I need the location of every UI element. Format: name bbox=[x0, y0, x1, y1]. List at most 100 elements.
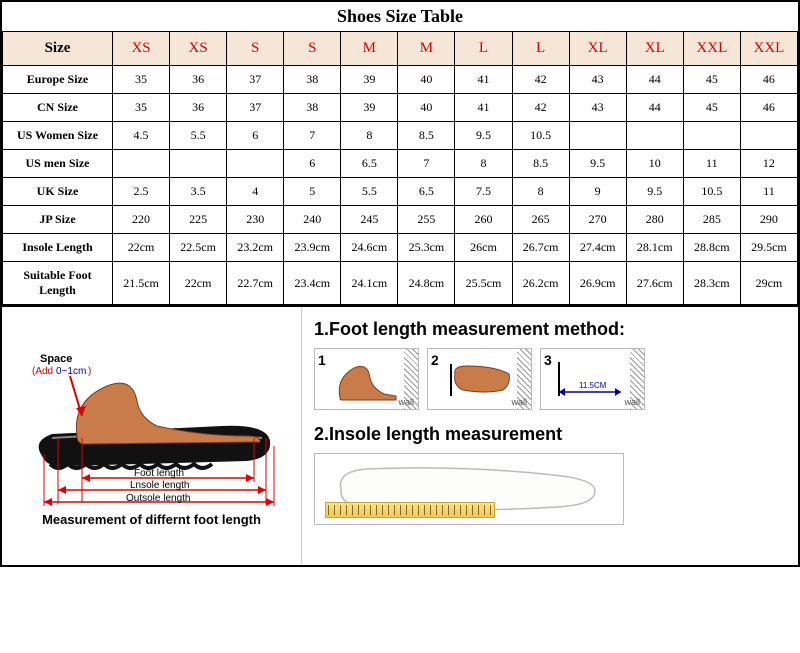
size-cell: 43 bbox=[569, 66, 626, 94]
foot-length-label: Foot length bbox=[134, 468, 184, 479]
size-cell: 29cm bbox=[740, 262, 797, 305]
size-chart-container: Shoes Size Table Size XS XS S S M M L L … bbox=[0, 0, 800, 567]
size-cell: 26.2cm bbox=[512, 262, 569, 305]
shoe-diagram: Space (Add 0~1cm ) Foot length Lnsole le… bbox=[22, 346, 282, 506]
size-hdr: XS bbox=[113, 32, 170, 66]
size-cell: 7 bbox=[284, 122, 341, 150]
shoe-diagram-panel: Space (Add 0~1cm ) Foot length Lnsole le… bbox=[2, 307, 302, 565]
size-cell: 270 bbox=[569, 206, 626, 234]
size-cell: 40 bbox=[398, 66, 455, 94]
foot-top-icon bbox=[445, 354, 515, 404]
size-cell: 35 bbox=[113, 94, 170, 122]
size-cell: 230 bbox=[227, 206, 284, 234]
size-cell: 39 bbox=[341, 94, 398, 122]
size-cell: 12 bbox=[740, 150, 797, 178]
size-cell: 11 bbox=[740, 178, 797, 206]
size-hdr: XXL bbox=[683, 32, 740, 66]
size-hdr: XXL bbox=[740, 32, 797, 66]
size-cell: 240 bbox=[284, 206, 341, 234]
shoe-diagram-svg: Space (Add 0~1cm ) Foot length Lnsole le… bbox=[22, 346, 282, 506]
size-cell bbox=[170, 150, 227, 178]
size-cell: 290 bbox=[740, 206, 797, 234]
table-row: Europe Size353637383940414243444546 bbox=[3, 66, 798, 94]
size-cell: 36 bbox=[170, 66, 227, 94]
insole-measure-box bbox=[314, 453, 624, 525]
wall-label: wall bbox=[624, 397, 640, 407]
size-hdr: L bbox=[455, 32, 512, 66]
insole-length-label: Lnsole length bbox=[130, 480, 190, 491]
size-cell: 29.5cm bbox=[740, 234, 797, 262]
size-cell: 25.5cm bbox=[455, 262, 512, 305]
size-cell: 43 bbox=[569, 94, 626, 122]
size-cell: 46 bbox=[740, 66, 797, 94]
svg-text:11.5CM: 11.5CM bbox=[579, 381, 607, 390]
step-num: 1 bbox=[318, 352, 326, 368]
step-1: 1 wall bbox=[314, 348, 419, 410]
size-cell: 22.7cm bbox=[227, 262, 284, 305]
method-title-2: 2.Insole length measurement bbox=[314, 424, 786, 445]
size-cell: 26.9cm bbox=[569, 262, 626, 305]
size-cell: 6.5 bbox=[398, 178, 455, 206]
row-label: Suitable Foot Length bbox=[3, 262, 113, 305]
size-cell: 255 bbox=[398, 206, 455, 234]
size-cell: 225 bbox=[170, 206, 227, 234]
size-cell: 27.4cm bbox=[569, 234, 626, 262]
arrowhead bbox=[246, 474, 254, 482]
size-cell: 39 bbox=[341, 66, 398, 94]
row-label: UK Size bbox=[3, 178, 113, 206]
arrowhead bbox=[266, 498, 274, 506]
size-cell: 280 bbox=[626, 206, 683, 234]
row-label: CN Size bbox=[3, 94, 113, 122]
size-hdr: M bbox=[398, 32, 455, 66]
method-panel: 1.Foot length measurement method: 1 wall… bbox=[302, 307, 798, 565]
size-cell bbox=[740, 122, 797, 150]
size-cell: 4.5 bbox=[113, 122, 170, 150]
size-cell: 21.5cm bbox=[113, 262, 170, 305]
size-cell: 11 bbox=[683, 150, 740, 178]
row-label: US men Size bbox=[3, 150, 113, 178]
size-cell: 9.5 bbox=[455, 122, 512, 150]
size-cell: 7.5 bbox=[455, 178, 512, 206]
size-cell: 35 bbox=[113, 66, 170, 94]
size-hdr: S bbox=[284, 32, 341, 66]
row-label: JP Size bbox=[3, 206, 113, 234]
size-cell: 8 bbox=[512, 178, 569, 206]
table-row: US men Size66.5788.59.5101112 bbox=[3, 150, 798, 178]
size-cell: 41 bbox=[455, 66, 512, 94]
size-cell: 42 bbox=[512, 66, 569, 94]
arrowhead bbox=[258, 486, 266, 494]
size-cell: 26.7cm bbox=[512, 234, 569, 262]
size-cell: 9.5 bbox=[569, 150, 626, 178]
size-cell bbox=[227, 150, 284, 178]
row-label: Insole Length bbox=[3, 234, 113, 262]
table-row: UK Size2.53.5455.56.57.5899.510.511 bbox=[3, 178, 798, 206]
size-cell: 265 bbox=[512, 206, 569, 234]
size-cell: 9.5 bbox=[626, 178, 683, 206]
size-cell: 27.6cm bbox=[626, 262, 683, 305]
size-cell: 22.5cm bbox=[170, 234, 227, 262]
table-row: Suitable Foot Length21.5cm22cm22.7cm23.4… bbox=[3, 262, 798, 305]
size-hdr: S bbox=[227, 32, 284, 66]
size-cell: 37 bbox=[227, 66, 284, 94]
size-cell: 24.8cm bbox=[398, 262, 455, 305]
arrowhead bbox=[44, 498, 52, 506]
size-cell: 220 bbox=[113, 206, 170, 234]
size-table: Size XS XS S S M M L L XL XL XXL XXL Eur… bbox=[2, 31, 798, 305]
size-cell bbox=[569, 122, 626, 150]
size-cell: 2.5 bbox=[113, 178, 170, 206]
size-cell bbox=[113, 150, 170, 178]
size-cell: 7 bbox=[398, 150, 455, 178]
size-cell: 45 bbox=[683, 94, 740, 122]
size-cell: 24.1cm bbox=[341, 262, 398, 305]
size-cell: 22cm bbox=[170, 262, 227, 305]
size-cell: 10.5 bbox=[683, 178, 740, 206]
size-cell: 6.5 bbox=[341, 150, 398, 178]
size-cell: 36 bbox=[170, 94, 227, 122]
size-cell: 28.3cm bbox=[683, 262, 740, 305]
size-cell: 5 bbox=[284, 178, 341, 206]
table-row: Insole Length22cm22.5cm23.2cm23.9cm24.6c… bbox=[3, 234, 798, 262]
size-cell: 42 bbox=[512, 94, 569, 122]
table-row: JP Size220225230240245255260265270280285… bbox=[3, 206, 798, 234]
size-hdr: XL bbox=[569, 32, 626, 66]
steps-row: 1 wall 2 wall 3 bbox=[314, 348, 786, 410]
